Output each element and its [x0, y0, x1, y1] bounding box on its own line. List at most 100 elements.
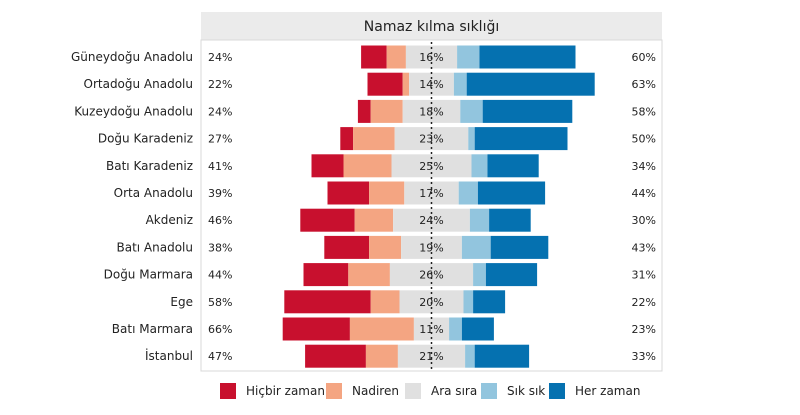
bar-sik-sik — [465, 344, 475, 368]
bar-nadiren — [343, 154, 392, 178]
region-label: Doğu Karadeniz — [98, 132, 193, 146]
legend: Hiçbir zaman Nadiren Ara sıra Sık sık Her za… — [220, 383, 640, 399]
bar-sik-sik — [468, 127, 475, 151]
row-8: Doğu Marmara 44% 26% 31% — [104, 263, 656, 287]
legend-label: Sık sık — [507, 384, 545, 398]
bar-hicbir-zaman — [303, 263, 349, 287]
bar-hicbir-zaman — [284, 290, 371, 314]
left-total-label: 24% — [208, 51, 232, 64]
row-2: Kuzeydoğu Anadolu 24% 18% 58% — [74, 99, 656, 123]
legend-swatch — [220, 383, 236, 399]
bar-hicbir-zaman — [367, 72, 403, 96]
bar-nadiren — [369, 181, 405, 205]
bar-ara-sira — [409, 72, 454, 96]
right-total-label: 63% — [632, 78, 656, 91]
bar-ara-sira — [413, 317, 450, 341]
region-label: Kuzeydoğu Anadolu — [74, 104, 193, 118]
bar-nadiren — [354, 208, 394, 232]
bar-ara-sira — [393, 208, 470, 232]
right-total-label: 43% — [632, 241, 656, 254]
left-total-label: 24% — [208, 105, 232, 118]
bar-ara-sira — [397, 344, 466, 368]
bar-nadiren — [386, 45, 406, 69]
bar-sik-sik — [457, 45, 480, 69]
bar-her-zaman — [490, 235, 549, 259]
legend-item: Hiçbir zaman — [220, 383, 325, 399]
bar-hicbir-zaman — [327, 181, 370, 205]
region-label: Orta Anadolu — [114, 186, 193, 200]
legend-item: Nadiren — [326, 383, 399, 399]
bar-sik-sik — [473, 263, 486, 287]
legend-swatch — [481, 383, 497, 399]
legend-item: Sık sık — [481, 383, 545, 399]
center-value-label: 25% — [419, 160, 443, 173]
bar-nadiren — [353, 127, 395, 151]
row-9: Ege 58% 20% 22% — [170, 290, 656, 314]
row-11: İstanbul 47% 21% 33% — [145, 344, 656, 368]
left-total-label: 38% — [208, 241, 232, 254]
right-total-label: 50% — [632, 133, 656, 146]
bar-sik-sik — [463, 290, 474, 314]
center-value-label: 18% — [419, 105, 443, 118]
bar-hicbir-zaman — [357, 99, 371, 123]
bar-sik-sik — [460, 99, 483, 123]
bar-ara-sira — [402, 99, 461, 123]
center-value-label: 21% — [419, 350, 443, 363]
bar-her-zaman — [477, 181, 546, 205]
center-value-label: 23% — [419, 133, 443, 146]
title-bar — [201, 12, 662, 40]
left-total-label: 47% — [208, 350, 232, 363]
bar-her-zaman — [487, 154, 539, 178]
bar-her-zaman — [474, 127, 568, 151]
bar-sik-sik — [449, 317, 462, 341]
bar-ara-sira — [399, 290, 464, 314]
bar-her-zaman — [482, 99, 573, 123]
center-value-label: 14% — [419, 78, 443, 91]
left-total-label: 27% — [208, 133, 232, 146]
bar-hicbir-zaman — [300, 208, 355, 232]
center-value-label: 11% — [419, 323, 443, 336]
row-3: Doğu Karadeniz 27% 23% 50% — [98, 127, 656, 151]
right-total-label: 31% — [632, 269, 656, 282]
right-total-label: 23% — [632, 323, 656, 336]
plot-frame — [200, 39, 663, 372]
bar-her-zaman — [466, 72, 595, 96]
legend-label: Hiçbir zaman — [246, 384, 325, 398]
legend-label: Ara sıra — [431, 384, 477, 398]
bar-hicbir-zaman — [340, 127, 354, 151]
center-value-label: 24% — [419, 214, 443, 227]
bar-nadiren — [370, 290, 400, 314]
bar-sik-sik — [469, 208, 490, 232]
right-total-label: 33% — [632, 350, 656, 363]
region-label: Güneydoğu Anadolu — [71, 50, 193, 64]
bar-nadiren — [402, 72, 410, 96]
bar-hicbir-zaman — [311, 154, 344, 178]
bar-hicbir-zaman — [324, 235, 370, 259]
left-total-label: 39% — [208, 187, 232, 200]
right-total-label: 30% — [632, 214, 656, 227]
bar-ara-sira — [391, 154, 472, 178]
right-total-label: 44% — [632, 187, 656, 200]
bar-hicbir-zaman — [282, 317, 350, 341]
left-total-label: 66% — [208, 323, 232, 336]
center-value-label: 26% — [419, 269, 443, 282]
row-1: Ortadoğu Anadolu 22% 14% 63% — [84, 72, 656, 96]
bar-her-zaman — [489, 208, 531, 232]
region-label: Batı Karadeniz — [106, 159, 193, 173]
left-total-label: 44% — [208, 269, 232, 282]
region-label: Ege — [170, 295, 193, 309]
bar-sik-sik — [471, 154, 488, 178]
bar-her-zaman — [473, 290, 506, 314]
row-6: Akdeniz 46% 24% 30% — [146, 208, 656, 232]
region-label: Akdeniz — [146, 213, 193, 227]
bar-sik-sik — [453, 72, 467, 96]
row-4: Batı Karadeniz 41% 25% 34% — [106, 154, 656, 178]
legend-swatch — [549, 383, 565, 399]
region-label: Doğu Marmara — [104, 268, 193, 282]
bar-nadiren — [369, 235, 402, 259]
bar-nadiren — [349, 317, 414, 341]
left-total-label: 41% — [208, 160, 232, 173]
right-total-label: 58% — [632, 105, 656, 118]
bar-hicbir-zaman — [305, 344, 366, 368]
